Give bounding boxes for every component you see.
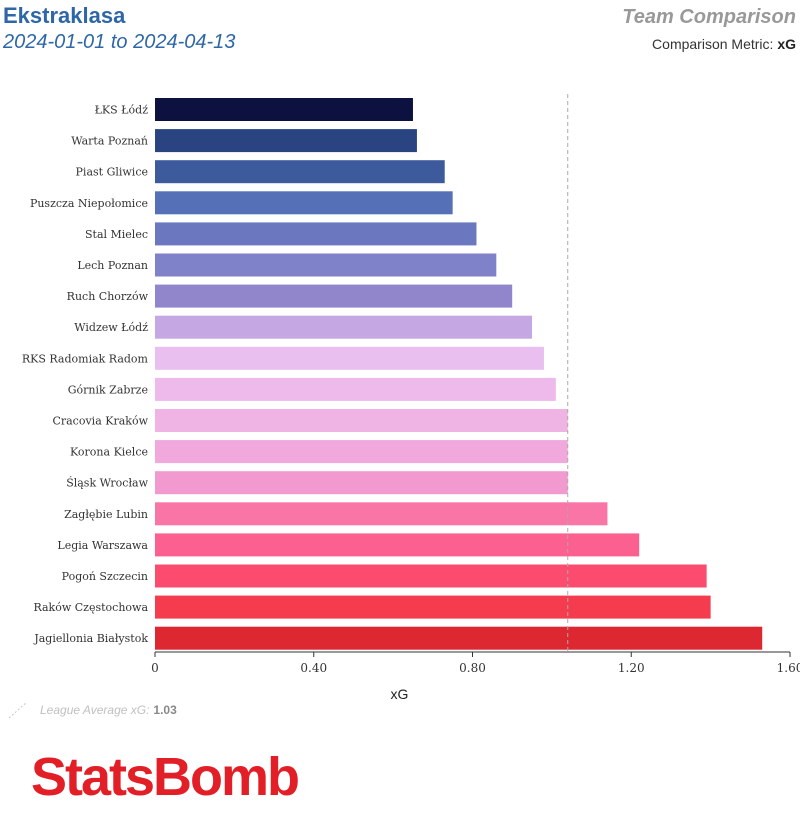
league-average-value: 1.03	[153, 703, 177, 717]
metric-value: xG	[777, 36, 796, 52]
category-label: Górnik Zabrze	[68, 383, 148, 396]
x-tick-label: 0	[151, 661, 159, 675]
bar	[155, 502, 608, 526]
bar	[155, 440, 568, 464]
category-label: Widzew Łódź	[74, 321, 148, 334]
bar	[155, 253, 497, 277]
bar	[155, 377, 556, 401]
bar	[155, 346, 544, 370]
x-tick-label: 1.20	[618, 661, 645, 675]
dashed-line-icon	[8, 701, 28, 719]
x-tick-label: 0.80	[459, 661, 486, 675]
category-label: Stal Mielec	[85, 228, 148, 241]
date-range: 2024-01-01 to 2024-04-13	[3, 31, 236, 53]
x-tick-label: 0.40	[300, 661, 327, 675]
bar	[155, 160, 445, 184]
metric-label: Comparison Metric:	[652, 36, 774, 52]
bar	[155, 315, 533, 339]
statsbomb-logo: StatsBomb	[31, 747, 300, 807]
comparison-title: Team Comparison	[622, 6, 796, 28]
category-label: Raków Częstochowa	[33, 601, 148, 614]
league-average-label: League Average xG:	[40, 703, 150, 717]
bar	[155, 129, 417, 153]
bar	[155, 533, 640, 557]
league-average-legend: League Average xG: 1.03	[8, 701, 177, 719]
comparison-metric: Comparison Metric: xG	[652, 36, 796, 52]
category-label: Jagiellonia Białystok	[33, 632, 148, 645]
x-tick-label: 1.60	[777, 661, 800, 675]
category-label: Zagłębie Lubin	[64, 508, 148, 521]
bar	[155, 284, 513, 308]
category-label: Puszcza Niepołomice	[30, 197, 148, 210]
category-label: Warta Poznań	[71, 135, 148, 148]
category-label: Pogoń Szczecin	[62, 570, 148, 583]
bar	[155, 595, 711, 619]
league-title: Ekstraklasa	[3, 3, 126, 28]
category-label: Śląsk Wrocław	[66, 476, 148, 490]
category-label: Lech Poznan	[77, 259, 148, 272]
x-axis-label: xG	[391, 686, 409, 700]
category-label: Korona Kielce	[70, 446, 148, 459]
category-label: Cracovia Kraków	[52, 415, 148, 428]
bar	[155, 471, 568, 495]
team-bar-chart: ŁKS Łódź Warta Poznań Piast Gliwice Puszcza…	[22, 94, 800, 700]
bar	[155, 626, 763, 650]
category-label: RKS Radomiak Radom	[22, 352, 149, 365]
bar	[155, 409, 568, 432]
bar	[155, 98, 413, 121]
category-label: Piast Gliwice	[76, 166, 148, 179]
category-label: ŁKS Łódź	[95, 104, 149, 117]
bar	[155, 564, 707, 588]
bar	[155, 222, 477, 246]
category-label: Legia Warszawa	[57, 539, 148, 552]
category-label: Ruch Chorzów	[67, 290, 149, 303]
bar	[155, 191, 453, 215]
